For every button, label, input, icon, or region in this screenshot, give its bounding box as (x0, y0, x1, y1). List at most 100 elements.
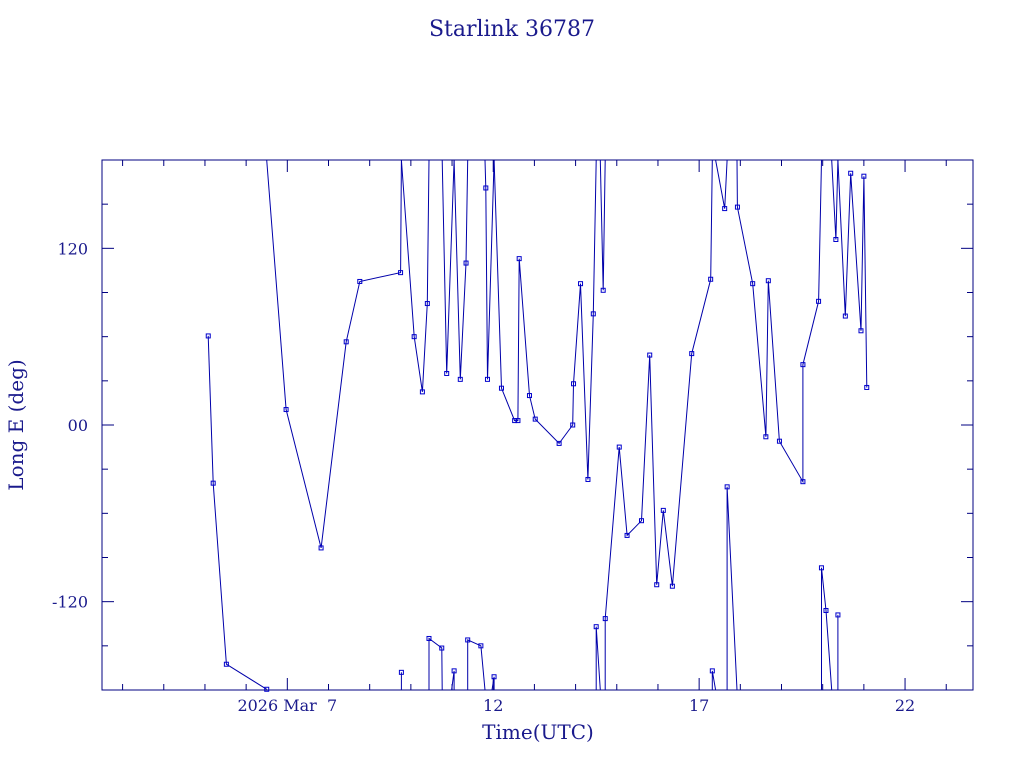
data-point (478, 643, 484, 649)
data-point (491, 674, 497, 680)
series-segment (491, 676, 495, 690)
data-point (660, 507, 666, 513)
series-segment (726, 486, 738, 690)
data-point (709, 668, 715, 674)
x-tick-label: 17 (689, 696, 709, 715)
data-point (357, 278, 363, 284)
series-segment (453, 160, 469, 380)
series-segment (428, 637, 443, 690)
data-point (600, 287, 606, 293)
series-lines (207, 160, 868, 690)
plot-frame (101, 159, 974, 691)
data-point (818, 565, 824, 571)
series-segment (266, 160, 402, 549)
data-point (763, 434, 769, 440)
data-point (439, 645, 445, 651)
series-segment (831, 160, 839, 240)
data-point (571, 381, 577, 387)
data-point (835, 612, 841, 618)
series-segment (595, 626, 601, 690)
data-point (593, 624, 599, 630)
data-point (465, 637, 471, 643)
data-point (638, 518, 644, 524)
data-point (848, 170, 854, 176)
data-point (484, 376, 490, 382)
data-point (864, 384, 870, 390)
y-tick-labels: -120 00 120 (52, 239, 88, 611)
x-tick-labels: 2026 Mar 7 12 17 22 (237, 696, 915, 715)
data-point (210, 480, 216, 486)
data-point (512, 418, 518, 424)
data-point (858, 328, 864, 334)
data-point (708, 276, 714, 282)
series-segment (207, 335, 267, 690)
data-point (585, 476, 591, 482)
data-point (444, 370, 450, 376)
series-segment (451, 670, 455, 690)
data-point (654, 582, 660, 588)
data-point (647, 352, 653, 358)
data-point (689, 351, 695, 357)
data-point (463, 260, 469, 266)
series-segment (484, 160, 495, 380)
data-point (624, 532, 630, 538)
series-segment (400, 160, 430, 392)
data-point (669, 583, 675, 589)
data-point (457, 376, 463, 382)
data-point (861, 173, 867, 179)
data-point (426, 635, 432, 641)
chart-title: Starlink 36787 (429, 17, 595, 42)
axis-ticks (102, 160, 973, 690)
data-point (205, 333, 211, 339)
data-point (223, 661, 229, 667)
data-point (318, 545, 324, 551)
data-point (419, 389, 425, 395)
y-tick-label: 120 (57, 239, 88, 258)
data-point (833, 237, 839, 242)
data-point (816, 298, 822, 304)
data-point (411, 334, 417, 340)
data-point (516, 256, 522, 262)
series-segment (493, 160, 597, 480)
series-segment (441, 160, 455, 374)
data-point (526, 393, 532, 399)
data-point (722, 206, 728, 212)
series-markers (205, 170, 870, 692)
data-point (734, 204, 740, 210)
data-point (750, 281, 756, 287)
data-point (823, 608, 829, 613)
data-point (556, 440, 562, 446)
data-point (515, 418, 521, 424)
data-point (602, 616, 608, 622)
series-segment (837, 160, 868, 388)
data-point (343, 339, 349, 345)
x-tick-label: 12 (483, 696, 503, 715)
x-tick-label: 22 (895, 696, 915, 715)
data-point (765, 278, 771, 284)
x-tick-label: 2026 Mar 7 (237, 696, 337, 715)
data-point (283, 407, 289, 413)
series-segment (736, 160, 822, 484)
series-segment (467, 639, 486, 690)
series-segment (711, 670, 717, 690)
series-segment (599, 160, 606, 291)
data-point (424, 301, 430, 307)
series-segment (821, 567, 833, 690)
data-point (498, 385, 504, 391)
data-point (398, 270, 404, 276)
data-point (842, 313, 848, 319)
series-segment (604, 160, 713, 690)
series-segment (715, 160, 728, 209)
data-point (800, 362, 806, 368)
data-point (590, 311, 596, 317)
data-point (398, 669, 404, 675)
data-point (570, 422, 576, 428)
y-tick-label: 00 (68, 416, 88, 435)
data-point (578, 281, 584, 287)
data-point (776, 438, 782, 444)
data-point (616, 444, 622, 450)
y-axis-label: Long E (deg) (4, 359, 28, 490)
data-point (532, 416, 538, 422)
data-point (483, 185, 489, 191)
